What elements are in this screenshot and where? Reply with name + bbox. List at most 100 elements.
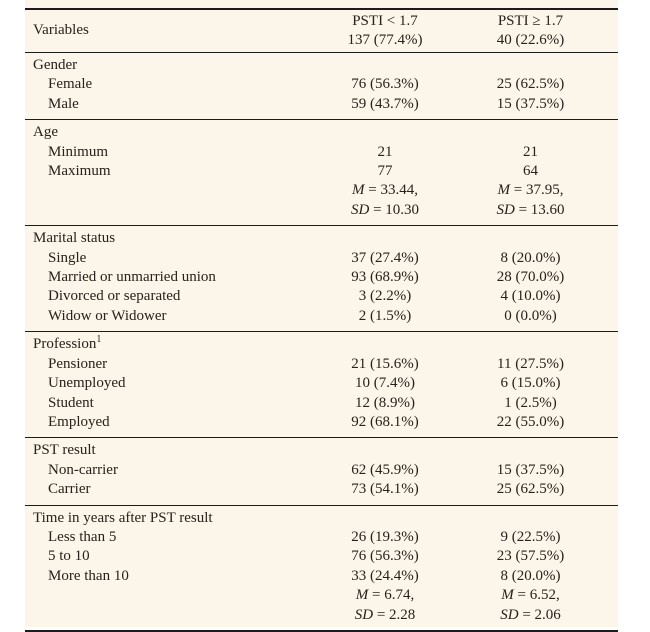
table-section: Time in years after PST result Less than … [25, 505, 618, 631]
value-cell-psti-low: 33 (24.4%) [351, 567, 419, 584]
psti-low-header-count: 137 (77.4%) [347, 31, 423, 48]
section-title-cell: Gender [33, 57, 78, 73]
section-header-row: Marital status [25, 226, 618, 249]
value-cell-psti-high: 15 (37.5%) [496, 461, 565, 478]
table-row: Student 12 (8.9%) 1 (2.5%) [25, 394, 618, 413]
value-cell-psti-high: 64 [523, 163, 538, 180]
variable-label-cell: Female [48, 76, 93, 93]
variable-label-cell [25, 606, 305, 631]
table-section: Profession1 Pensioner 21 (15.6%) 11 (27.5%)… [25, 331, 618, 438]
header-row: Variables PSTI < 1.7 137 (77.4%) PSTI ≥ … [25, 9, 618, 53]
variable-label-cell: Divorced or separated [48, 288, 181, 305]
variable-label-cell: Non-carrier [48, 461, 118, 478]
value-cell-psti-high: 8 (20.0%) [500, 567, 561, 584]
table-row: M = 33.44, M = 37.95, [25, 181, 618, 200]
variables-header-label: Variables [33, 22, 89, 38]
value-cell-psti-low: M = 6.74, [355, 587, 415, 604]
section-header-row: Time in years after PST result [25, 505, 618, 528]
table-section: Age Minimum 21 21 Maximum 77 64 M = 33.44, M = 3… [25, 119, 618, 226]
value-cell-psti-high: 4 (10.0%) [500, 288, 561, 305]
value-cell-psti-high: M = 37.95, [497, 182, 564, 199]
table-row: Non-carrier 62 (45.9%) 15 (37.5%) [25, 461, 618, 480]
value-cell-psti-low: SD = 2.28 [354, 606, 416, 623]
value-cell-psti-high: 11 (27.5%) [497, 355, 564, 372]
table-row: SD = 10.30 SD = 13.60 [25, 201, 618, 226]
table-row: Single 37 (27.4%) 8 (20.0%) [25, 249, 618, 268]
table-row: Unemployed 10 (7.4%) 6 (15.0%) [25, 374, 618, 393]
table-row: Minimum 21 21 [25, 143, 618, 162]
value-cell-psti-low [305, 505, 465, 528]
table-row: Maximum 77 64 [25, 162, 618, 181]
variable-label-cell: Carrier [48, 481, 91, 498]
value-cell-psti-high: 15 (37.5%) [496, 95, 565, 112]
value-cell-psti-low: SD = 10.30 [350, 201, 420, 218]
stat-symbol: SD [350, 201, 370, 218]
table-row: 5 to 10 76 (56.3%) 23 (57.5%) [25, 547, 618, 566]
stat-symbol: SD [500, 606, 519, 623]
value-cell-psti-low: 3 (2.2%) [358, 288, 412, 305]
psti-high-header-count: 40 (22.6%) [496, 31, 565, 48]
stat-symbol: SD [496, 201, 515, 218]
value-cell-psti-low: 92 (68.1%) [351, 413, 419, 430]
value-cell-psti-low: 59 (43.7%) [351, 95, 419, 112]
variable-label-cell: Employed [48, 413, 110, 430]
value-cell-psti-low: 21 [377, 143, 393, 160]
table-section: Gender Female 76 (56.3%) 25 (62.5%) Male 59 (… [25, 52, 618, 120]
value-cell-psti-high: 0 (0.0%) [504, 307, 557, 324]
section-title-cell: Time in years after PST result [33, 509, 213, 526]
value-cell-psti-low [305, 438, 465, 461]
stat-symbol: M [355, 587, 369, 604]
value-cell-psti-low: 26 (19.3%) [351, 528, 419, 545]
variable-label-cell: More than 10 [48, 567, 129, 584]
variable-label-cell: Student [48, 394, 94, 411]
value-cell-psti-low [305, 120, 465, 143]
table-row: More than 10 33 (24.4%) 8 (20.0%) [25, 567, 618, 586]
value-cell-psti-high [465, 226, 618, 249]
variable-label-cell: Male [48, 95, 79, 112]
table-row: Divorced or separated 3 (2.2%) 4 (10.0%) [25, 287, 618, 306]
variable-label-cell: Minimum [48, 143, 109, 160]
value-cell-psti-high: 25 (62.5%) [496, 76, 565, 93]
value-cell-psti-low: 37 (27.4%) [351, 249, 419, 266]
variable-label-cell: Less than 5 [48, 528, 117, 545]
section-title-cell: Profession1 [33, 334, 102, 353]
value-cell-psti-low: 21 (15.6%) [351, 355, 419, 372]
table-row: Carrier 73 (54.1%) 25 (62.5%) [25, 480, 618, 505]
table-row: Less than 5 26 (19.3%) 9 (22.5%) [25, 528, 618, 547]
value-cell-psti-high [465, 53, 618, 76]
value-cell-psti-low: 93 (68.9%) [351, 269, 419, 286]
section-header-row: Gender [25, 53, 618, 76]
value-cell-psti-high: 1 (2.5%) [504, 394, 557, 411]
value-cell-psti-low [305, 226, 465, 249]
stat-symbol: SD [354, 606, 374, 623]
stat-symbol: M [497, 182, 511, 199]
table-row: Female 76 (56.3%) 25 (62.5%) [25, 75, 618, 94]
table-section: Marital status Single 37 (27.4%) 8 (20.0%) M… [25, 225, 618, 332]
value-cell-psti-low: 10 (7.4%) [355, 375, 415, 392]
section-title-cell: PST result [33, 442, 96, 459]
section-title-cell: Age [33, 124, 58, 141]
value-cell-psti-high: 22 (55.0%) [496, 413, 565, 430]
table-row: SD = 2.28 SD = 2.06 [25, 606, 618, 631]
stat-symbol: M [501, 587, 514, 604]
value-cell-psti-low: M = 33.44, [352, 182, 418, 199]
participant-demographics-table: Variables PSTI < 1.7 137 (77.4%) PSTI ≥ … [25, 8, 618, 632]
variable-label-cell: Widow or Widower [48, 307, 167, 324]
value-cell-psti-high [465, 332, 618, 355]
table-row: M = 6.74, M = 6.52, [25, 586, 618, 605]
value-cell-psti-high [465, 505, 618, 528]
psti-high-header-cell: PSTI ≥ 1.7 40 (22.6%) [465, 9, 618, 53]
variable-label-cell: Single [48, 249, 87, 266]
table-section: PST result Non-carrier 62 (45.9%) 15 (37.5%… [25, 437, 618, 505]
section-header-row: Age [25, 120, 618, 143]
value-cell-psti-high: 9 (22.5%) [500, 528, 561, 545]
variables-header-cell: Variables [25, 9, 305, 53]
value-cell-psti-low: 76 (56.3%) [351, 548, 419, 565]
table-panel: Variables PSTI < 1.7 137 (77.4%) PSTI ≥ … [25, 0, 618, 632]
value-cell-psti-low: 2 (1.5%) [358, 307, 412, 324]
value-cell-psti-low: 12 (8.9%) [355, 394, 415, 411]
psti-high-header-title: PSTI ≥ 1.7 [497, 13, 564, 29]
value-cell-psti-low: 76 (56.3%) [351, 76, 419, 93]
table-row: Employed 92 (68.1%) 22 (55.0%) [25, 413, 618, 438]
value-cell-psti-high: M = 6.52, [501, 587, 560, 604]
